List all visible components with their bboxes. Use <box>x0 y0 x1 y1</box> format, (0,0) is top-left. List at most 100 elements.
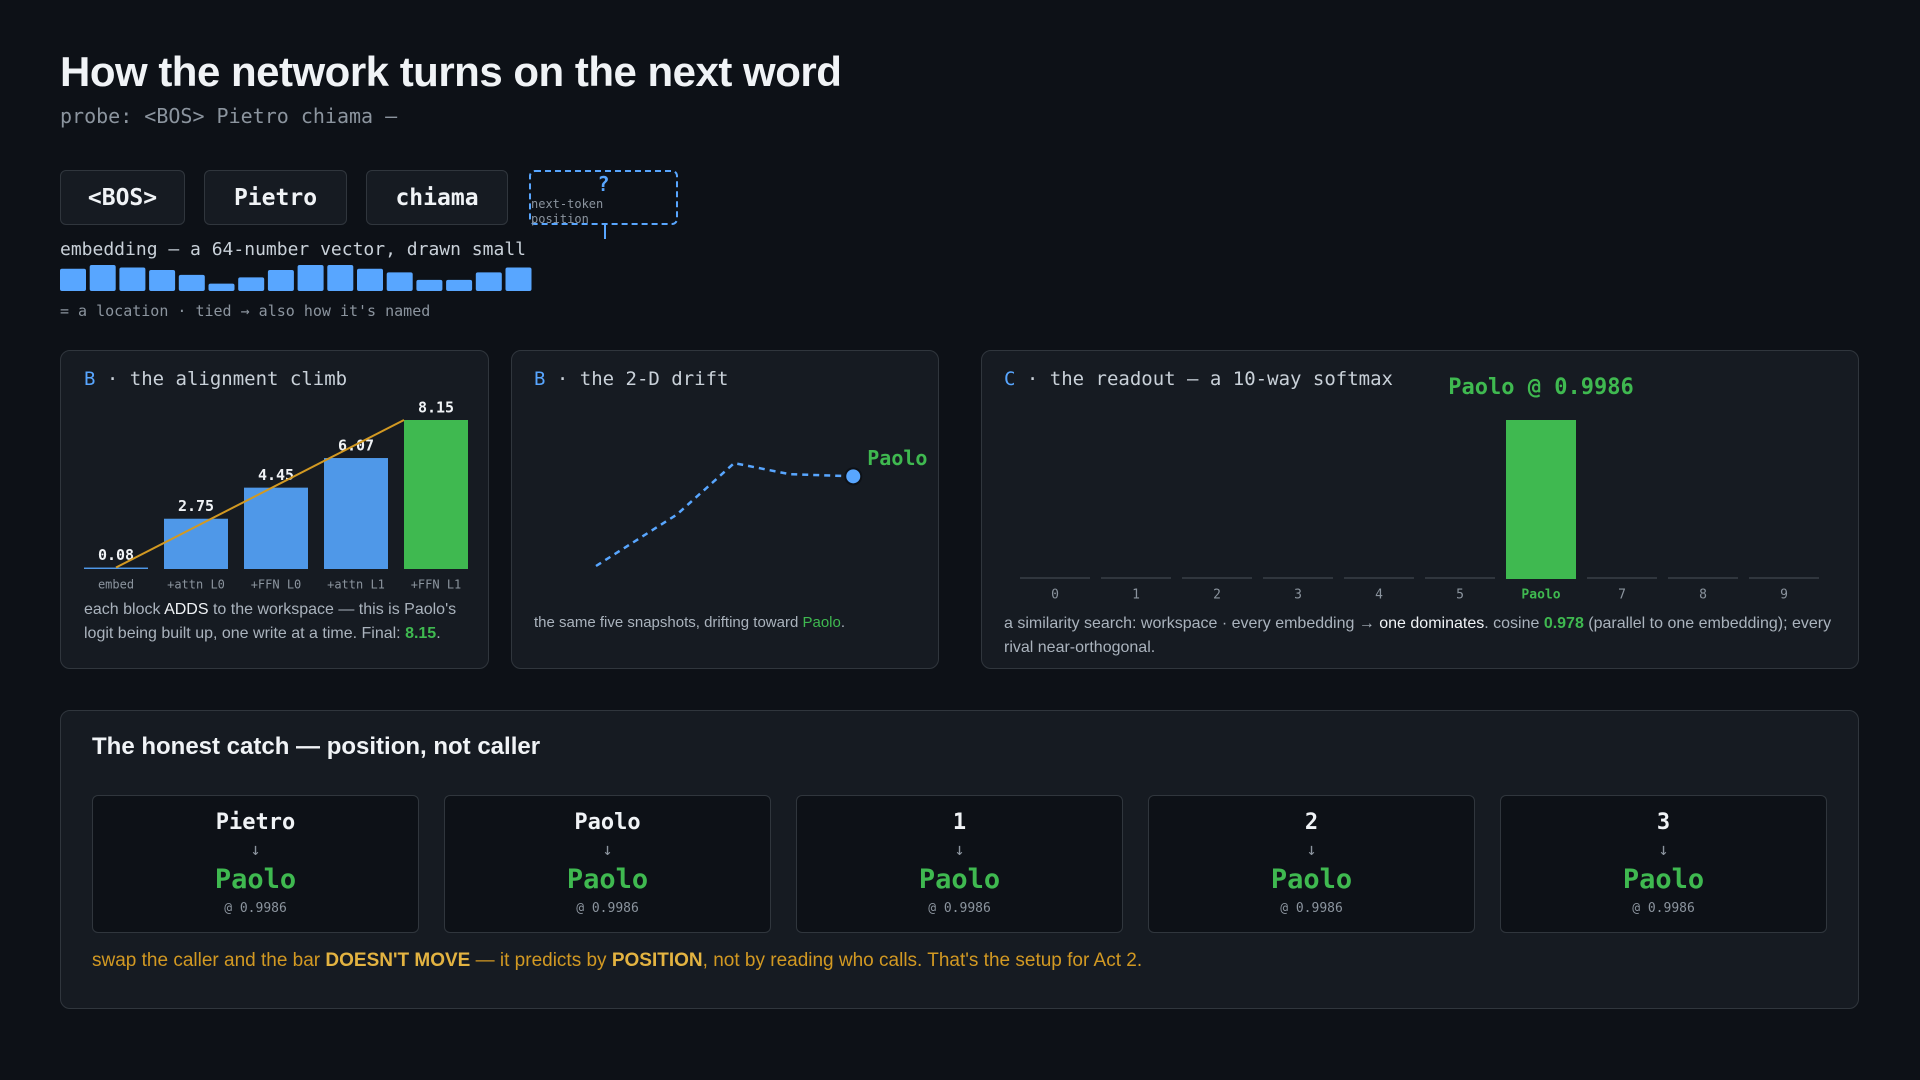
x-tick-label: Paolo <box>1521 588 1560 603</box>
embedding-cell <box>505 267 532 291</box>
caption: a similarity search: workspace · every e… <box>1004 612 1844 660</box>
caption-text: . cosine <box>1484 615 1544 632</box>
x-tick-label: 0 <box>1051 588 1059 603</box>
card-arrow: ↓ <box>602 840 613 860</box>
footer-text: — it predicts by <box>470 950 612 971</box>
bar <box>244 487 308 569</box>
value-label: 0.08 <box>98 546 134 564</box>
embedding-cell <box>238 277 265 291</box>
card-prediction: Paolo <box>918 864 1001 895</box>
panel-tag: B <box>534 368 546 390</box>
x-tick-label: 4 <box>1375 588 1383 603</box>
footer-emph: DOESN'T MOVE <box>325 950 471 971</box>
caption: each block ADDS to the workspace — this … <box>84 598 469 646</box>
caption-emph: ADDS <box>164 601 209 618</box>
footer-emph: POSITION <box>611 950 703 971</box>
panel-title: · the readout — a 10-way softmax <box>1026 368 1393 390</box>
footer-text: swap the caller and the bar <box>92 950 326 971</box>
x-tick-label: 3 <box>1294 588 1302 603</box>
bar <box>84 567 148 569</box>
next-token-mark: ? <box>597 172 610 196</box>
caption-value: 8.15 <box>405 625 437 642</box>
card-arrow: ↓ <box>1658 840 1669 860</box>
embedding-note: = a location · tied → also how it's name… <box>60 302 431 320</box>
panel-header: C · the readout — a 10-way softmax <box>1004 368 1393 390</box>
card-arrow: ↓ <box>1306 840 1317 860</box>
embedding-cell <box>208 283 235 291</box>
panel-header: B · the 2-D drift <box>534 368 729 390</box>
caption-text: the same five snapshots, drifting toward <box>534 614 803 631</box>
page-title: How the network turns on the next word <box>60 48 842 95</box>
embedding-cell <box>475 272 502 291</box>
catch-title: The honest catch — position, not caller <box>92 733 541 760</box>
caption-text: . <box>436 625 441 642</box>
bar <box>404 420 468 569</box>
drift-end <box>844 467 863 486</box>
card-arrow: ↓ <box>954 840 965 860</box>
panel-tag: B <box>84 368 96 390</box>
embedding-label: embedding — a 64-number vector, drawn sm… <box>60 239 526 260</box>
card-caller: 1 <box>952 810 967 835</box>
card: 2 ↓ Paolo @ 0.9986 <box>1148 795 1475 933</box>
card-caller: Paolo <box>574 810 641 835</box>
x-tick-label: +attn L1 <box>327 578 385 592</box>
embedding-cell <box>178 274 205 291</box>
embedding-cell <box>416 279 443 291</box>
x-tick-label: +attn L0 <box>167 578 225 592</box>
caption-emph: one dominates <box>1379 615 1485 632</box>
card-prediction: Paolo <box>1270 864 1353 895</box>
footer-text: , not by reading who calls. That's the s… <box>702 950 1143 971</box>
card-score: @ 0.9986 <box>224 901 287 916</box>
caption-text: (parallel to one embedding); every rival… <box>1004 615 1832 656</box>
next-token-label: next-token position <box>531 197 604 226</box>
drift-end-label: Paolo <box>867 446 927 470</box>
value-label: 2.75 <box>178 497 214 515</box>
card-prediction: Paolo <box>214 864 297 895</box>
highlight-label: Paolo @ 0.9986 <box>1448 375 1633 400</box>
x-tick-label: +FFN L1 <box>411 578 462 592</box>
value-label: 4.45 <box>258 466 294 484</box>
x-tick-label: 9 <box>1780 588 1788 603</box>
x-tick-label: 8 <box>1699 588 1707 603</box>
embedding-cell <box>446 279 473 291</box>
panel-title: · the 2-D drift <box>556 368 729 390</box>
caption-emph: Paolo <box>802 614 841 631</box>
panel-softmax <box>981 350 1859 669</box>
x-tick-label: embed <box>98 578 134 592</box>
panel-title: · the alignment climb <box>106 368 348 390</box>
embedding-cell <box>357 268 383 291</box>
bar <box>1506 420 1576 579</box>
x-tick-label: +FFN L0 <box>251 578 302 592</box>
embedding-cell <box>386 272 413 291</box>
panel-tag: C <box>1004 368 1016 390</box>
caption-text: . <box>840 614 846 631</box>
card-prediction: Paolo <box>566 864 649 895</box>
card-score: @ 0.9986 <box>1280 901 1343 916</box>
card-score: @ 0.9986 <box>576 901 639 916</box>
card-score: @ 0.9986 <box>928 901 991 916</box>
panel-header: B · the alignment climb <box>84 368 347 390</box>
embedding-cell <box>119 267 146 291</box>
footer: swap the caller and the bar DOESN'T MOVE… <box>92 950 1142 972</box>
card: 3 ↓ Paolo @ 0.9986 <box>1500 795 1827 933</box>
embedding-cell <box>60 268 86 291</box>
caption-text: to the workspace — this is Paolo's logit… <box>84 601 457 642</box>
card-score: @ 0.9986 <box>1632 901 1695 916</box>
trend-line <box>115 419 405 569</box>
card-caller: 3 <box>1656 810 1671 835</box>
panel-drift <box>511 350 939 669</box>
token: chiama <box>366 170 508 225</box>
probe: probe: <BOS> Pietro chiama — <box>60 104 398 128</box>
next-token-tick <box>604 225 606 239</box>
card: 1 ↓ Paolo @ 0.9986 <box>796 795 1123 933</box>
x-tick-label: 7 <box>1618 588 1626 603</box>
caption: the same five snapshots, drifting toward… <box>534 611 924 635</box>
embedding-cell <box>149 269 176 291</box>
card-arrow: ↓ <box>250 840 261 860</box>
embedding-cell <box>267 269 294 291</box>
drift-line <box>595 461 854 568</box>
card-caller: 2 <box>1304 810 1319 835</box>
x-tick-label: 2 <box>1213 588 1221 603</box>
